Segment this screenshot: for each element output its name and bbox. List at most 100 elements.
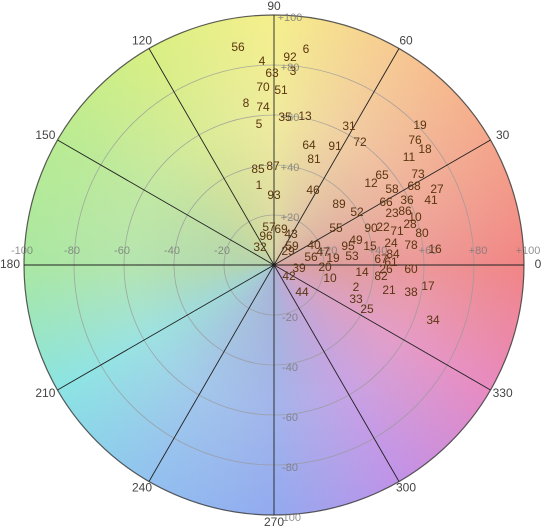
- angle-spoke: [273, 48, 400, 266]
- data-point-label: 93: [267, 188, 281, 202]
- x-tick-label: -20: [214, 245, 230, 257]
- data-point-label: 57: [262, 220, 276, 234]
- data-point-label: 58: [385, 182, 399, 196]
- data-point-label: 67: [374, 252, 388, 266]
- x-tick-label: -40: [164, 245, 180, 257]
- data-point-label: 13: [298, 109, 312, 123]
- data-point-label: 55: [329, 221, 343, 235]
- data-point-label: 47: [316, 245, 330, 259]
- data-point-label: 81: [307, 152, 321, 166]
- data-point-label: 41: [424, 193, 438, 207]
- data-point-label: 78: [404, 238, 418, 252]
- angle-spoke: [148, 264, 275, 482]
- data-point-label: 56: [304, 250, 318, 264]
- angle-spoke: [273, 264, 400, 482]
- data-point-label: 51: [274, 83, 288, 97]
- data-point-label: 96: [259, 229, 273, 243]
- data-point-label: 60: [404, 262, 418, 276]
- data-point-label: 1: [256, 178, 263, 192]
- data-point-label: 35: [278, 110, 292, 124]
- data-point-label: 20: [318, 260, 332, 274]
- x-tick-label: +40: [369, 245, 388, 257]
- angle-label: 270: [264, 515, 284, 529]
- data-point-label: 25: [360, 302, 374, 316]
- data-point-label: 40: [307, 238, 321, 252]
- data-point-label: 6: [303, 42, 310, 56]
- angle-label: 90: [267, 0, 281, 13]
- angle-label: 120: [132, 34, 152, 48]
- data-point-label: 16: [428, 242, 442, 256]
- data-point-label: 31: [342, 119, 356, 133]
- data-point-label: 23: [385, 206, 399, 220]
- data-point-label: 12: [364, 176, 378, 190]
- data-point-label: 27: [430, 182, 444, 196]
- data-point-label: 19: [326, 251, 340, 265]
- data-point-label: 36: [400, 193, 414, 207]
- angle-spoke: [57, 139, 275, 266]
- y-tick-label: -80: [282, 462, 298, 474]
- angle-spoke: [148, 48, 275, 266]
- angle-label: 210: [35, 386, 55, 400]
- y-tick-label: -40: [282, 362, 298, 374]
- data-point-label: 89: [332, 197, 346, 211]
- y-tick-label: -100: [279, 512, 301, 524]
- data-point-label: 2: [353, 280, 360, 294]
- data-point-label: 19: [413, 118, 427, 132]
- y-tick-label: +80: [281, 62, 300, 74]
- data-point-label: 86: [398, 204, 412, 218]
- y-tick-label: +20: [281, 212, 300, 224]
- data-point-label: 42: [282, 269, 296, 283]
- angle-label: 0: [535, 257, 542, 271]
- x-tick-label: +80: [469, 245, 488, 257]
- data-point-label: 39: [292, 261, 306, 275]
- data-point-label: 26: [379, 262, 393, 276]
- y-tick-label: -60: [282, 412, 298, 424]
- data-point-label: 61: [384, 255, 398, 269]
- x-tick-label: -80: [64, 245, 80, 257]
- data-point-label: 10: [323, 271, 337, 285]
- data-point-label: 59: [285, 239, 299, 253]
- data-point-label: 56: [231, 40, 245, 54]
- data-point-label: 43: [284, 227, 298, 241]
- x-tick-label: -100: [11, 245, 33, 257]
- y-tick-label: +100: [278, 12, 303, 24]
- data-point-label: 73: [411, 167, 425, 181]
- data-point-label: 15: [363, 239, 377, 253]
- data-point-label: 92: [283, 50, 297, 64]
- y-tick-label: -20: [282, 312, 298, 324]
- data-point-label: 52: [350, 205, 364, 219]
- angle-label: 240: [132, 481, 152, 495]
- data-point-label: 17: [421, 279, 435, 293]
- angle-label: 30: [496, 128, 510, 142]
- data-point-label: 44: [295, 285, 309, 299]
- data-point-label: 10: [408, 210, 422, 224]
- data-point-label: 33: [349, 292, 363, 306]
- x-tick-label: +20: [319, 245, 338, 257]
- data-point-label: 72: [353, 135, 367, 149]
- data-point-label: 65: [375, 168, 389, 182]
- data-point-label: 74: [256, 100, 270, 114]
- data-point-label: 82: [374, 269, 388, 283]
- data-point-label: 49: [349, 233, 363, 247]
- data-point-label: 18: [418, 142, 432, 156]
- angle-spoke: [273, 139, 491, 266]
- data-point-label: 68: [407, 179, 421, 193]
- data-point-label: 85: [251, 162, 265, 176]
- data-point-label: 69: [274, 222, 288, 236]
- data-point-label: 5: [256, 117, 263, 131]
- data-point-label: 76: [408, 133, 422, 147]
- data-point-label: 90: [364, 221, 378, 235]
- data-point-label: 91: [328, 139, 342, 153]
- angle-spoke: [273, 264, 491, 391]
- x-tick-label: +100: [516, 245, 541, 257]
- angle-label: 330: [493, 386, 513, 400]
- data-point-label: 24: [384, 236, 398, 250]
- data-point-label: 29: [281, 244, 295, 258]
- data-point-label: 3: [290, 64, 297, 78]
- data-point-label: 63: [265, 66, 279, 80]
- x-tick-label: -60: [114, 245, 130, 257]
- data-point-label: 66: [379, 195, 393, 209]
- data-point-label: 53: [345, 249, 359, 263]
